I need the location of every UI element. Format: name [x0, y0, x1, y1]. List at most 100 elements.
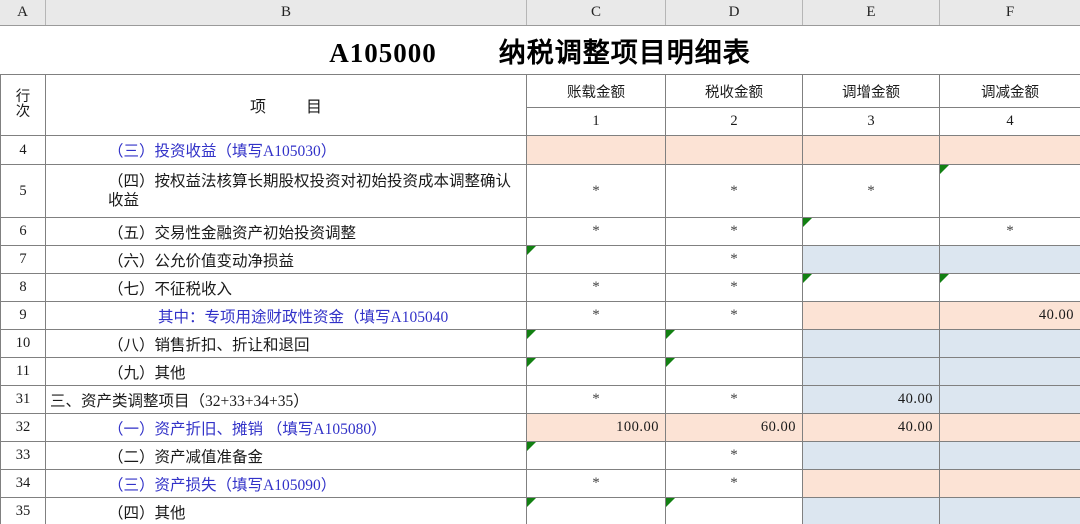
table-row: 32 （一）资产折旧、摊销 （填写A105080） 100.00 60.00 40.00 — [0, 414, 1080, 442]
value-cell[interactable] — [940, 386, 1080, 414]
value-cell[interactable] — [803, 330, 940, 358]
value-cell[interactable]: 40.00 — [940, 302, 1080, 330]
row-number-cell[interactable]: 32 — [0, 414, 46, 442]
value-cell[interactable] — [940, 330, 1080, 358]
value-cell[interactable]: * — [527, 470, 666, 498]
cell-value — [940, 386, 1080, 413]
value-cell[interactable]: * — [527, 165, 666, 218]
header-cell-col2[interactable]: 税收金额 2 — [666, 75, 803, 136]
row-number-cell[interactable]: 9 — [0, 302, 46, 330]
item-cell[interactable]: （二）资产减值准备金 — [46, 442, 527, 470]
value-cell[interactable] — [940, 442, 1080, 470]
value-cell[interactable]: * — [666, 386, 803, 414]
row-number-cell[interactable]: 6 — [0, 218, 46, 246]
value-cell[interactable] — [666, 498, 803, 524]
value-cell[interactable]: * — [666, 470, 803, 498]
value-cell[interactable]: * — [527, 386, 666, 414]
column-header-c[interactable]: C — [527, 0, 666, 25]
value-cell[interactable] — [803, 274, 940, 302]
item-cell[interactable]: （六）公允价值变动净损益 — [46, 246, 527, 274]
table-row: 33 （二）资产减值准备金 * — [0, 442, 1080, 470]
row-number-cell[interactable]: 35 — [0, 498, 46, 524]
value-cell[interactable] — [666, 358, 803, 386]
value-cell[interactable] — [527, 136, 666, 165]
value-cell[interactable]: * — [527, 302, 666, 330]
row-number-cell[interactable]: 34 — [0, 470, 46, 498]
header-cell-item[interactable]: 项 目 — [46, 75, 527, 136]
value-cell[interactable]: 40.00 — [803, 414, 940, 442]
item-cell[interactable]: （三）资产损失（填写A105090） — [46, 470, 527, 498]
row-number-cell[interactable]: 8 — [0, 274, 46, 302]
col2-index: 2 — [730, 113, 738, 129]
header-cell-rownum[interactable]: 行 次 — [0, 75, 46, 136]
value-cell[interactable] — [940, 498, 1080, 524]
value-cell[interactable] — [666, 330, 803, 358]
value-cell[interactable]: * — [666, 165, 803, 218]
value-cell[interactable] — [803, 246, 940, 274]
value-cell[interactable]: 40.00 — [803, 386, 940, 414]
header-cell-col4[interactable]: 调减金额 4 — [940, 75, 1080, 136]
item-cell[interactable]: （三）投资收益（填写A105030） — [46, 136, 527, 165]
value-cell[interactable] — [940, 470, 1080, 498]
value-cell[interactable] — [803, 218, 940, 246]
item-cell[interactable]: 三、资产类调整项目（32+33+34+35） — [46, 386, 527, 414]
header-cell-col3[interactable]: 调增金额 3 — [803, 75, 940, 136]
value-cell[interactable]: * — [666, 246, 803, 274]
value-cell[interactable] — [940, 136, 1080, 165]
row-number-cell[interactable]: 7 — [0, 246, 46, 274]
column-header-d[interactable]: D — [666, 0, 803, 25]
value-cell[interactable]: * — [527, 218, 666, 246]
row-number-cell[interactable]: 5 — [0, 165, 46, 218]
value-cell[interactable] — [803, 442, 940, 470]
item-cell[interactable]: 其中：专项用途财政性资金（填写A105040 — [46, 302, 527, 330]
item-cell[interactable]: （四）按权益法核算长期股权投资对初始投资成本调整确认收益 — [46, 165, 527, 218]
value-cell[interactable]: * — [666, 442, 803, 470]
value-cell[interactable] — [666, 136, 803, 165]
value-cell[interactable]: * — [527, 274, 666, 302]
item-cell[interactable]: （九）其他 — [46, 358, 527, 386]
item-cell[interactable]: （七）不征税收入 — [46, 274, 527, 302]
column-header-b[interactable]: B — [46, 0, 527, 25]
value-cell[interactable]: 60.00 — [666, 414, 803, 442]
item-cell[interactable]: （五）交易性金融资产初始投资调整 — [46, 218, 527, 246]
title-cell[interactable]: A105000 纳税调整项目明细表 — [0, 26, 1080, 75]
column-header-a[interactable]: A — [0, 0, 46, 25]
value-cell[interactable] — [940, 414, 1080, 442]
cell-value — [527, 358, 665, 385]
column-header-f[interactable]: F — [940, 0, 1080, 25]
value-cell[interactable]: * — [666, 302, 803, 330]
row-number-cell[interactable]: 31 — [0, 386, 46, 414]
value-cell[interactable] — [527, 358, 666, 386]
value-cell[interactable] — [527, 330, 666, 358]
value-cell[interactable] — [527, 498, 666, 524]
cell-value — [940, 274, 1080, 301]
item-cell[interactable]: （一）资产折旧、摊销 （填写A105080） — [46, 414, 527, 442]
row-number-cell[interactable]: 33 — [0, 442, 46, 470]
row-number-cell[interactable]: 11 — [0, 358, 46, 386]
value-cell[interactable]: * — [666, 218, 803, 246]
value-cell[interactable]: * — [803, 165, 940, 218]
not-applicable-marker: * — [1006, 223, 1014, 239]
value-cell[interactable] — [940, 358, 1080, 386]
value-cell[interactable] — [527, 442, 666, 470]
row-number-cell[interactable]: 10 — [0, 330, 46, 358]
item-cell[interactable]: （八）销售折扣、折让和退回 — [46, 330, 527, 358]
value-cell[interactable] — [803, 498, 940, 524]
value-cell[interactable]: * — [940, 218, 1080, 246]
item-cell[interactable]: （四）其他 — [46, 498, 527, 524]
cell-value — [803, 274, 939, 301]
column-header-e[interactable]: E — [803, 0, 940, 25]
value-cell[interactable] — [803, 136, 940, 165]
page-title: A105000 纳税调整项目明细表 — [329, 37, 751, 68]
row-number-cell[interactable]: 4 — [0, 136, 46, 165]
value-cell[interactable] — [803, 470, 940, 498]
value-cell[interactable] — [803, 358, 940, 386]
value-cell[interactable] — [940, 165, 1080, 218]
header-cell-col1[interactable]: 账载金额 1 — [527, 75, 666, 136]
value-cell[interactable] — [803, 302, 940, 330]
value-cell[interactable] — [940, 274, 1080, 302]
value-cell[interactable]: 100.00 — [527, 414, 666, 442]
value-cell[interactable]: * — [666, 274, 803, 302]
value-cell[interactable] — [527, 246, 666, 274]
value-cell[interactable] — [940, 246, 1080, 274]
